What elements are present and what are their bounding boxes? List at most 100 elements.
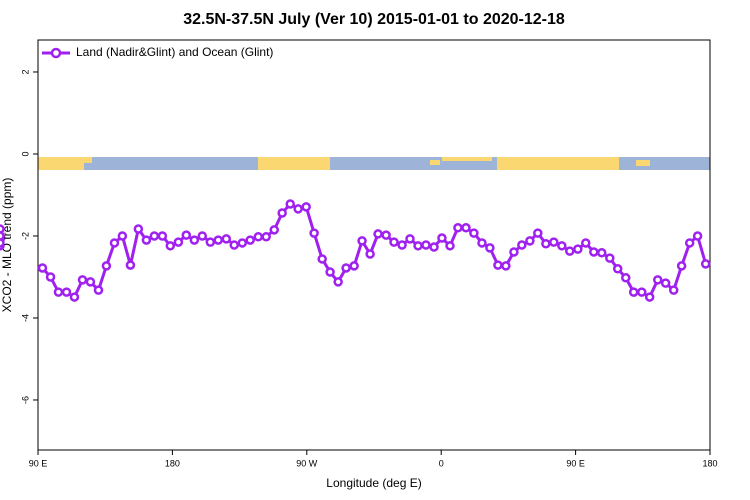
data-point: [573, 244, 583, 254]
data-point: [596, 248, 607, 258]
data-point: [413, 241, 423, 251]
y-tick-label: -4: [20, 314, 30, 322]
data-point: [525, 236, 535, 246]
data-point: [517, 240, 527, 250]
data-point: [469, 228, 479, 238]
data-point: [628, 287, 639, 297]
data-point: [668, 285, 679, 295]
data-point: [117, 231, 128, 241]
data-point: [109, 238, 120, 248]
data-point: [557, 241, 567, 251]
chart-title: 32.5N-37.5N July (Ver 10) 2015-01-01 to …: [183, 11, 565, 28]
data-point: [237, 238, 248, 248]
data-point: [0, 224, 5, 234]
data-point: [565, 246, 575, 256]
data-point: [77, 275, 88, 285]
data-point: [125, 260, 136, 270]
data-point: [509, 247, 519, 257]
data-point: [349, 261, 359, 271]
data-point: [621, 273, 631, 283]
plot-frame: [37, 39, 711, 451]
x-tick-label: 90 W: [296, 458, 318, 468]
y-tick-label: 0: [20, 151, 30, 156]
legend-marker: [50, 47, 62, 59]
x-tick-label: 90 E: [29, 458, 48, 468]
data-point: [309, 228, 319, 238]
data-point: [245, 235, 255, 245]
data-point: [445, 241, 455, 251]
data-point: [165, 241, 176, 251]
data-point: [301, 202, 311, 212]
data-point: [365, 249, 375, 259]
data-point: [85, 277, 96, 287]
data-point: [93, 285, 104, 295]
data-point: [101, 261, 112, 271]
data-point: [229, 240, 239, 250]
data-point: [261, 232, 271, 242]
data-point: [437, 233, 447, 243]
data-point: [405, 234, 415, 244]
data-point: [0, 231, 5, 241]
data-point: [389, 237, 399, 247]
data-point: [341, 263, 351, 273]
data-point: [533, 228, 543, 238]
series-line: [41, 202, 708, 299]
data-point: [453, 223, 463, 233]
data-point: [157, 231, 168, 241]
y-axis-label: XCO2 - MLO trend (ppm): [0, 178, 14, 313]
x-tick-label: 180: [702, 458, 717, 468]
data-point: [325, 267, 335, 277]
data-point: [549, 237, 559, 247]
data-point: [612, 264, 623, 274]
data-point: [69, 292, 80, 302]
data-point: [0, 238, 5, 248]
data-point: [477, 238, 487, 248]
data-point: [149, 231, 160, 241]
data-point: [397, 240, 407, 250]
y-tick-label: -2: [20, 232, 30, 240]
data-point: [644, 292, 655, 302]
y-tick-label: -6: [20, 396, 30, 404]
x-tick-label: 180: [165, 458, 180, 468]
data-point: [293, 204, 303, 214]
data-point: [357, 236, 367, 246]
data-point: [133, 224, 144, 234]
data-point: [501, 261, 511, 271]
data-point: [285, 199, 295, 209]
data-point: [197, 231, 208, 241]
data-point: [213, 235, 223, 245]
x-axis-label: Longitude (deg E): [326, 476, 421, 490]
data-point: [676, 261, 687, 271]
y-tick-label: 2: [20, 69, 30, 74]
data-point: [141, 235, 152, 245]
data-point: [605, 253, 615, 263]
data-point: [421, 240, 431, 250]
data-point: [61, 287, 72, 297]
data-point: [333, 277, 343, 287]
data-point: [373, 229, 383, 239]
data-point: [660, 278, 671, 288]
data-point: [173, 237, 184, 247]
data-point: [541, 239, 551, 249]
land-ocean-strip: [38, 157, 710, 170]
data-point: [637, 287, 647, 297]
data-point: [269, 225, 279, 235]
data-point: [205, 237, 216, 247]
data-point: [381, 230, 391, 240]
data-point: [692, 231, 703, 241]
data-point: [277, 208, 287, 218]
data-point: [317, 254, 327, 264]
x-tick-label: 90 E: [566, 458, 585, 468]
data-point: [253, 232, 264, 242]
x-tick-label: 0: [439, 458, 444, 468]
data-point: [53, 287, 64, 297]
data-point: [700, 259, 711, 269]
data-point: [37, 263, 48, 273]
legend-label: Land (Nadir&Glint) and Ocean (Glint): [76, 45, 273, 59]
data-point: [589, 247, 599, 257]
data-point: [684, 238, 695, 248]
data-point: [652, 275, 663, 285]
data-point: [181, 230, 192, 240]
data-point: [429, 242, 439, 252]
